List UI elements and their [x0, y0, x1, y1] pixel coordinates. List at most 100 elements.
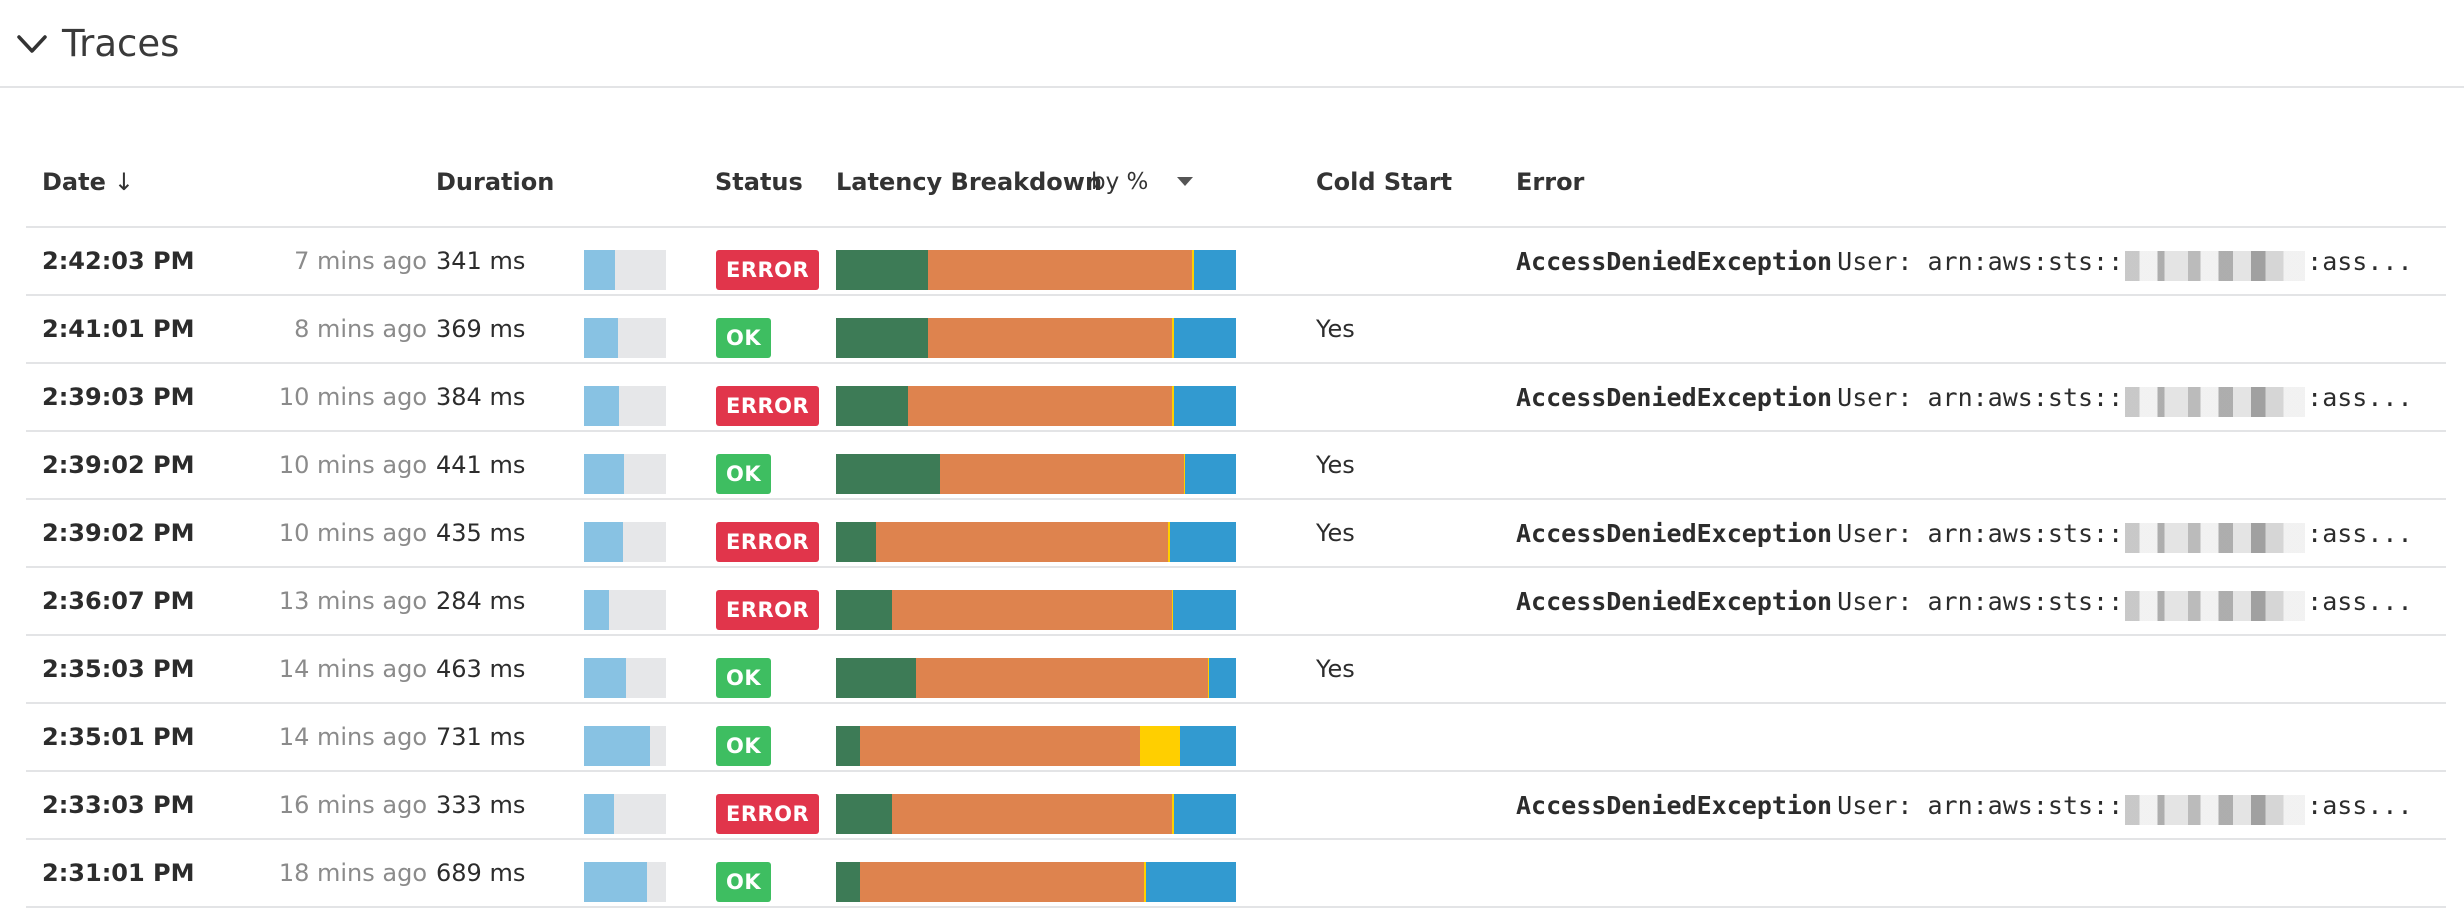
sort-arrow-icon: ↓ — [113, 168, 134, 196]
trace-duration: 435 ms — [436, 519, 526, 547]
latency-segment — [836, 590, 892, 630]
latency-mode-select[interactable]: by % — [1091, 169, 1149, 195]
column-header-status[interactable]: Status — [715, 168, 803, 196]
column-header-cold-start[interactable]: Cold Start — [1316, 168, 1453, 196]
cold-start-value: Yes — [1316, 519, 1355, 547]
table-row[interactable]: 2:39:02 PM 10 mins ago 435 ms ERROR Yes … — [26, 500, 2446, 568]
latency-segment — [1140, 726, 1180, 766]
trace-duration: 369 ms — [436, 315, 526, 343]
error-cell: AccessDeniedException User: arn:aws:sts:… — [1516, 514, 2446, 554]
duration-bar — [584, 250, 666, 290]
table-row[interactable]: 2:35:03 PM 14 mins ago 463 ms OK Yes — [26, 636, 2446, 704]
status-badge: OK — [716, 318, 772, 358]
trace-time[interactable]: 2:36:07 PM — [42, 587, 195, 615]
latency-segment — [908, 386, 1172, 426]
trace-relative-time: 10 mins ago — [278, 451, 427, 479]
error-name: AccessDeniedException — [1516, 383, 1833, 412]
table-row[interactable]: 2:31:01 PM 18 mins ago 689 ms OK — [26, 840, 2446, 908]
duration-bar-fill — [584, 454, 625, 494]
column-header-error[interactable]: Error — [1516, 168, 1585, 196]
duration-bar-fill — [584, 794, 615, 834]
error-cell: AccessDeniedException User: arn:aws:sts:… — [1516, 242, 2446, 282]
trace-time[interactable]: 2:39:02 PM — [42, 451, 195, 479]
duration-bar-fill — [584, 318, 618, 358]
duration-bar-fill — [584, 590, 610, 630]
duration-bar-fill — [584, 726, 651, 766]
redacted-account-id — [2125, 522, 2306, 553]
latency-segment — [1172, 318, 1175, 358]
status-badge: ERROR — [716, 522, 820, 562]
latency-segment — [1192, 250, 1194, 290]
table-row[interactable]: 2:35:01 PM 14 mins ago 731 ms OK — [26, 704, 2446, 772]
trace-relative-time: 10 mins ago — [278, 519, 427, 547]
latency-breakdown-bar — [836, 794, 1236, 834]
table-row[interactable]: 2:42:03 PM 7 mins ago 341 ms ERROR Acces… — [26, 228, 2446, 296]
duration-bar — [584, 522, 666, 562]
latency-segment — [1144, 862, 1146, 902]
table-row[interactable]: 2:41:01 PM 8 mins ago 369 ms OK Yes — [26, 296, 2446, 364]
trace-time[interactable]: 2:39:03 PM — [42, 383, 195, 411]
latency-breakdown-bar — [836, 590, 1236, 630]
trace-relative-time: 18 mins ago — [278, 859, 427, 887]
error-message-prefix: User: arn:aws:sts:: — [1837, 383, 2124, 412]
column-header-latency[interactable]: Latency Breakdown — [836, 168, 1103, 196]
duration-bar — [584, 726, 666, 766]
status-badge: ERROR — [716, 794, 820, 834]
trace-time[interactable]: 2:41:01 PM — [42, 315, 195, 343]
latency-segment — [836, 318, 928, 358]
table-row[interactable]: 2:33:03 PM 16 mins ago 333 ms ERROR Acce… — [26, 772, 2446, 840]
latency-segment — [1180, 726, 1236, 766]
latency-segment — [940, 454, 1184, 494]
trace-duration: 731 ms — [436, 723, 526, 751]
duration-bar — [584, 794, 666, 834]
trace-relative-time: 16 mins ago — [278, 791, 427, 819]
latency-segment — [1172, 386, 1174, 426]
latency-segment — [916, 658, 1208, 698]
latency-breakdown-bar — [836, 658, 1236, 698]
table-row[interactable]: 2:39:02 PM 10 mins ago 441 ms OK Yes — [26, 432, 2446, 500]
status-badge: OK — [716, 862, 772, 902]
trace-time[interactable]: 2:42:03 PM — [42, 247, 195, 275]
duration-bar — [584, 862, 666, 902]
trace-relative-time: 14 mins ago — [278, 723, 427, 751]
column-header-duration[interactable]: Duration — [436, 168, 555, 196]
error-message-suffix: :ass... — [2307, 587, 2413, 616]
status-badge: ERROR — [716, 386, 820, 426]
error-message-prefix: User: arn:aws:sts:: — [1837, 791, 2124, 820]
trace-relative-time: 7 mins ago — [294, 247, 427, 275]
latency-segment — [836, 862, 860, 902]
trace-time[interactable]: 2:33:03 PM — [42, 791, 195, 819]
table-row[interactable]: 2:39:03 PM 10 mins ago 384 ms ERROR Acce… — [26, 364, 2446, 432]
latency-segment — [1194, 250, 1236, 290]
status-badge: ERROR — [716, 590, 820, 630]
latency-segment — [836, 454, 940, 494]
error-name: AccessDeniedException — [1516, 519, 1833, 548]
trace-time[interactable]: 2:39:02 PM — [42, 519, 195, 547]
trace-time[interactable]: 2:35:01 PM — [42, 723, 195, 751]
status-badge: OK — [716, 658, 772, 698]
error-message-prefix: User: arn:aws:sts:: — [1837, 247, 2124, 276]
duration-bar-fill — [584, 386, 620, 426]
error-cell: AccessDeniedException User: arn:aws:sts:… — [1516, 582, 2446, 622]
table-row[interactable]: 2:36:07 PM 13 mins ago 284 ms ERROR Acce… — [26, 568, 2446, 636]
trace-time[interactable]: 2:31:01 PM — [42, 859, 195, 887]
trace-duration: 284 ms — [436, 587, 526, 615]
cold-start-value: Yes — [1316, 315, 1355, 343]
column-header-date[interactable]: Date ↓ — [42, 164, 134, 200]
trace-time[interactable]: 2:35:03 PM — [42, 655, 195, 683]
error-message-prefix: User: arn:aws:sts:: — [1837, 519, 2124, 548]
status-badge: OK — [716, 726, 772, 766]
chevron-down-icon[interactable] — [14, 26, 50, 62]
error-message-prefix: User: arn:aws:sts:: — [1837, 587, 2124, 616]
latency-breakdown-bar — [836, 386, 1236, 426]
traces-panel-header[interactable]: Traces — [0, 0, 2464, 88]
duration-bar — [584, 658, 666, 698]
redacted-account-id — [2125, 250, 2306, 281]
error-message-suffix: :ass... — [2307, 519, 2413, 548]
caret-down-icon[interactable] — [1177, 177, 1193, 186]
latency-breakdown-bar — [836, 726, 1236, 766]
panel-title: Traces — [62, 22, 180, 65]
latency-segment — [836, 794, 892, 834]
trace-relative-time: 8 mins ago — [294, 315, 427, 343]
trace-duration: 384 ms — [436, 383, 526, 411]
